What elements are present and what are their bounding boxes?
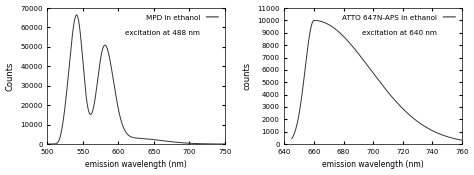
Text: ATTO 647N-APS in ethanol: ATTO 647N-APS in ethanol [342, 15, 437, 21]
Text: excitation at 640 nm: excitation at 640 nm [362, 30, 437, 36]
Y-axis label: Counts: Counts [6, 61, 15, 91]
X-axis label: emission wavelength (nm): emission wavelength (nm) [85, 160, 187, 169]
Text: MPD in ethanol: MPD in ethanol [146, 15, 200, 21]
Y-axis label: counts: counts [243, 62, 252, 90]
Text: excitation at 488 nm: excitation at 488 nm [125, 30, 200, 36]
X-axis label: emission wavelength (nm): emission wavelength (nm) [322, 160, 424, 169]
